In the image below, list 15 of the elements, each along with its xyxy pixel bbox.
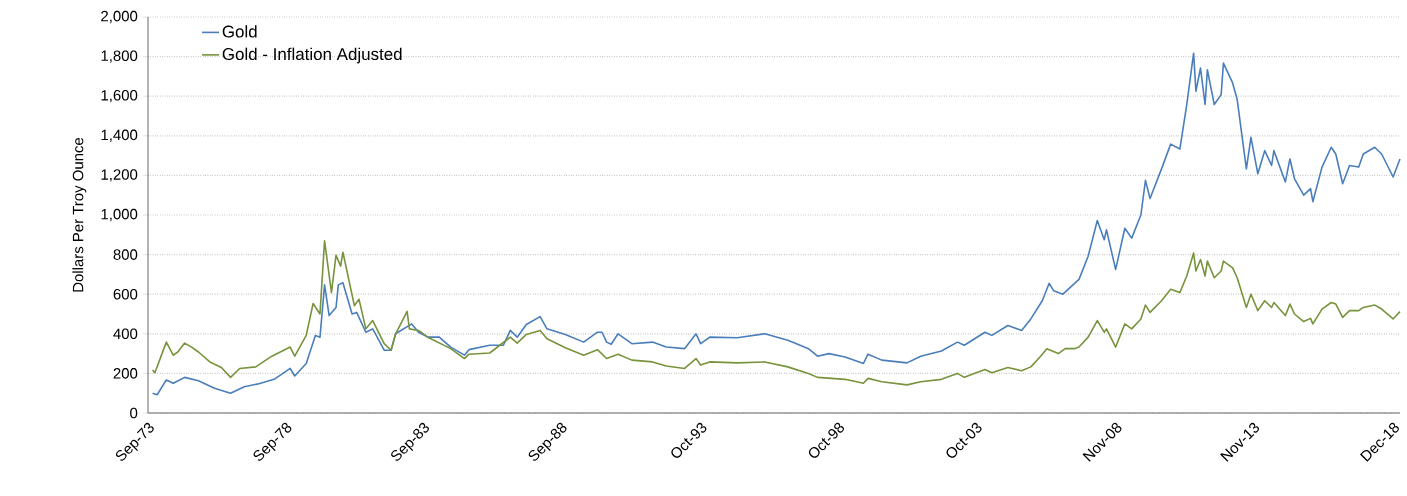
y-tick-label: 1,400 xyxy=(101,129,138,142)
y-tick-label: 1,600 xyxy=(101,90,138,103)
y-tick-label: 1,800 xyxy=(101,50,138,63)
y-axis-title: Dollars Per Troy Ounce xyxy=(72,137,87,292)
line-series xyxy=(151,239,1401,386)
legend-label: Gold xyxy=(222,25,257,38)
y-tick-label: 1,200 xyxy=(101,169,138,182)
y-tick-label: 400 xyxy=(113,328,138,340)
y-tick-label: 0 xyxy=(130,407,138,419)
y-tick-label: 2,000 xyxy=(101,10,138,24)
y-tick-label: 200 xyxy=(113,368,138,379)
y-tick-label: 1,000 xyxy=(101,208,138,222)
legend-label: Gold - Inflation Adjusted xyxy=(222,47,402,64)
y-tick-label: 800 xyxy=(113,249,138,260)
y-tick-label: 600 xyxy=(113,288,138,300)
